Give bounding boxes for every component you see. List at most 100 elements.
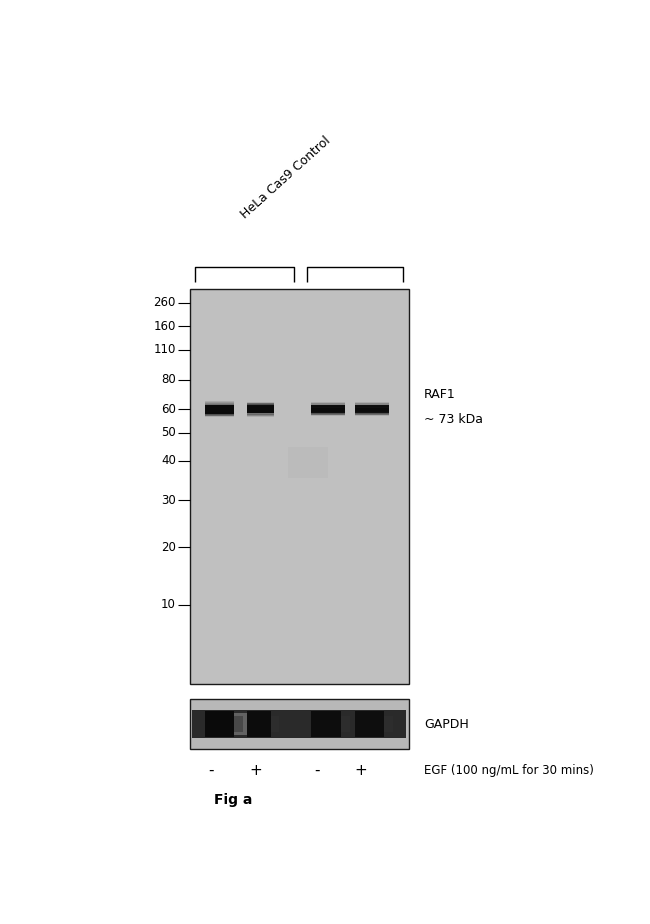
Bar (246, 409, 274, 411)
Bar (205, 400, 235, 402)
Bar (311, 412, 345, 413)
Bar (205, 414, 235, 416)
Bar (311, 406, 345, 407)
Bar (311, 408, 345, 409)
Bar (205, 411, 235, 413)
Bar (355, 402, 389, 403)
Bar (246, 416, 274, 418)
Bar (246, 412, 274, 413)
Bar (246, 414, 274, 416)
Text: 110: 110 (153, 344, 176, 357)
Bar (190, 699, 409, 749)
Bar (205, 405, 235, 406)
Bar (355, 406, 389, 413)
Bar (355, 408, 389, 409)
Bar (311, 405, 345, 406)
Bar (246, 408, 274, 409)
Bar (355, 405, 389, 406)
Bar (311, 413, 345, 415)
Bar (246, 406, 274, 407)
Text: HeLa Cas9 Control: HeLa Cas9 Control (238, 134, 333, 221)
Bar (205, 409, 235, 411)
Bar (355, 403, 389, 405)
Bar (384, 716, 393, 733)
Bar (311, 410, 345, 412)
Bar (246, 404, 274, 405)
Bar (311, 711, 341, 737)
Bar (205, 415, 235, 417)
Bar (246, 405, 274, 407)
Bar (205, 409, 235, 410)
Bar (246, 405, 274, 413)
Text: +: + (354, 763, 367, 778)
Text: ~ 73 kDa: ~ 73 kDa (424, 413, 483, 426)
Bar (355, 406, 389, 407)
Bar (311, 404, 345, 406)
Bar (205, 417, 235, 419)
Bar (246, 403, 274, 404)
Bar (246, 414, 274, 415)
Text: -: - (209, 763, 214, 778)
Text: 160: 160 (153, 320, 176, 333)
Bar (355, 415, 389, 416)
Bar (205, 410, 235, 412)
Text: -: - (314, 763, 319, 778)
Bar (355, 412, 389, 413)
Text: 20: 20 (161, 541, 176, 553)
Bar (355, 411, 389, 412)
Bar (246, 401, 274, 403)
Text: 60: 60 (161, 403, 176, 416)
Text: Fig a: Fig a (214, 793, 253, 807)
Bar (246, 407, 274, 408)
Bar (205, 405, 235, 414)
Bar (355, 414, 389, 416)
Bar (355, 711, 384, 737)
Bar (205, 403, 235, 404)
Bar (192, 711, 406, 738)
Bar (205, 402, 235, 404)
Bar (311, 407, 345, 408)
Bar (311, 409, 345, 410)
Bar (355, 413, 389, 415)
Bar (355, 403, 389, 404)
Bar (355, 404, 389, 406)
Bar (355, 406, 389, 407)
Bar (311, 415, 345, 416)
Bar (311, 407, 345, 408)
Bar (246, 410, 274, 412)
Bar (341, 716, 350, 733)
Bar (246, 411, 274, 413)
Bar (271, 716, 279, 733)
Text: RAF1: RAF1 (424, 388, 456, 401)
Bar (288, 446, 328, 479)
Bar (235, 716, 243, 733)
Bar (190, 288, 409, 684)
Text: 10: 10 (161, 598, 176, 611)
Bar (311, 403, 345, 405)
Bar (246, 413, 274, 414)
Bar (311, 413, 345, 414)
Bar (205, 413, 235, 415)
Bar (355, 409, 389, 411)
Bar (311, 406, 345, 413)
Bar (355, 409, 389, 410)
Bar (355, 413, 389, 414)
Bar (355, 410, 389, 412)
Text: +: + (249, 763, 262, 778)
Text: GAPDH: GAPDH (424, 718, 469, 731)
Text: 260: 260 (153, 296, 176, 309)
Bar (205, 711, 235, 737)
Text: 50: 50 (161, 426, 176, 440)
Bar (205, 412, 235, 414)
Bar (205, 406, 235, 407)
Bar (311, 406, 345, 407)
Bar (246, 711, 271, 737)
Bar (311, 403, 345, 404)
Bar (311, 402, 345, 403)
Bar (311, 414, 345, 416)
Bar (246, 404, 274, 406)
Bar (205, 416, 235, 418)
Bar (311, 411, 345, 412)
Text: 40: 40 (161, 454, 176, 467)
Text: EGF (100 ng/mL for 30 mins): EGF (100 ng/mL for 30 mins) (424, 764, 593, 777)
